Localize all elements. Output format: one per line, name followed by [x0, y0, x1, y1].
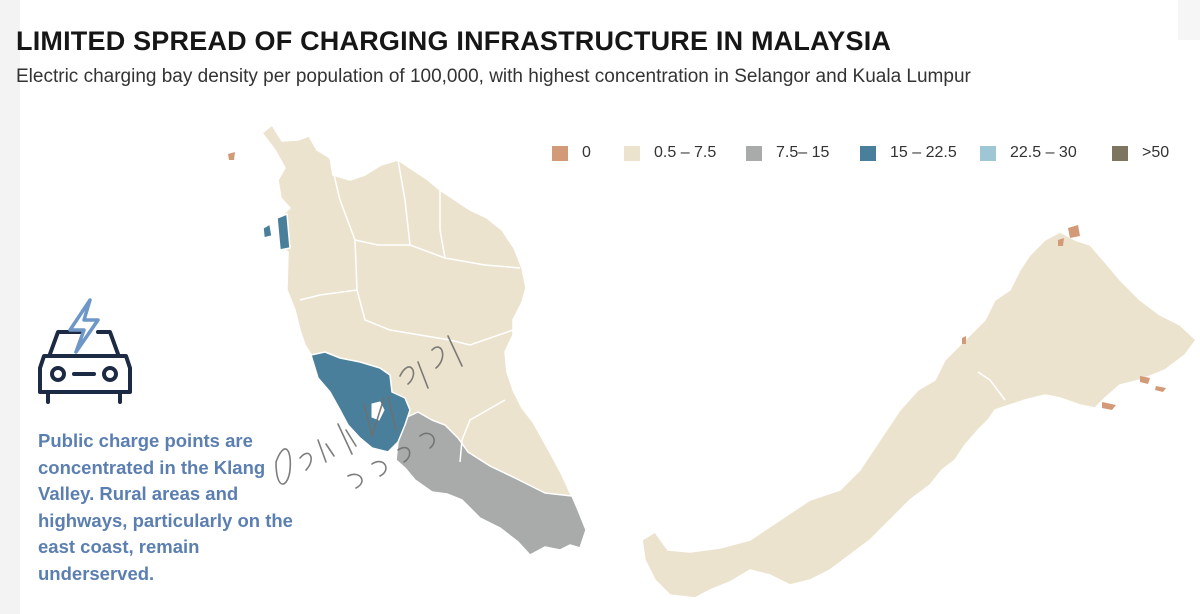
- legend-item-4: 22.5 – 30: [980, 143, 1077, 163]
- region-south: [395, 411, 587, 556]
- legend-item-2: 7.5– 15: [746, 143, 829, 163]
- corner-strip: [1178, 0, 1200, 40]
- legend-swatch: [980, 145, 996, 161]
- legend-label: 7.5– 15: [776, 144, 830, 161]
- page-subtitle: Electric charging bay density per popula…: [16, 66, 971, 87]
- legend-label: 0.5 – 7.5: [654, 144, 717, 161]
- ev-charging-car-icon: [38, 298, 132, 404]
- region-peninsula-north: [261, 124, 575, 501]
- legend-swatch: [624, 145, 640, 161]
- legend-item-0: 0: [552, 143, 591, 163]
- note-text: Public charge points are concentrated in…: [38, 430, 293, 584]
- legend-label: 0: [582, 144, 591, 161]
- region-langkawi: [228, 152, 235, 160]
- legend-item-3: 15 – 22.5: [860, 143, 957, 163]
- legend-label: 22.5 – 30: [1010, 144, 1077, 161]
- region-penang-mainland: [276, 212, 291, 251]
- legend-swatch: [552, 145, 568, 161]
- page-title: LIMITED SPREAD OF CHARGING INFRASTRUCTUR…: [16, 26, 892, 56]
- legend-swatch: [860, 145, 876, 161]
- region-penang-island: [262, 222, 273, 239]
- legend-swatch: [1112, 145, 1128, 161]
- legend-swatch: [746, 145, 762, 161]
- legend-label: 15 – 22.5: [890, 144, 957, 161]
- region-small-islands: [962, 225, 1166, 410]
- map-legend: 0 0.5 – 7.5 7.5– 15 15 – 22.5 22.5 – 30 …: [552, 143, 1192, 163]
- sabah-sarawak-border: [977, 371, 1006, 401]
- left-margin-strip: [0, 0, 20, 614]
- legend-item-5: >50: [1112, 143, 1169, 163]
- legend-label: >50: [1142, 144, 1170, 161]
- region-borneo: [641, 231, 1197, 599]
- legend-item-1: 0.5 – 7.5: [624, 143, 716, 163]
